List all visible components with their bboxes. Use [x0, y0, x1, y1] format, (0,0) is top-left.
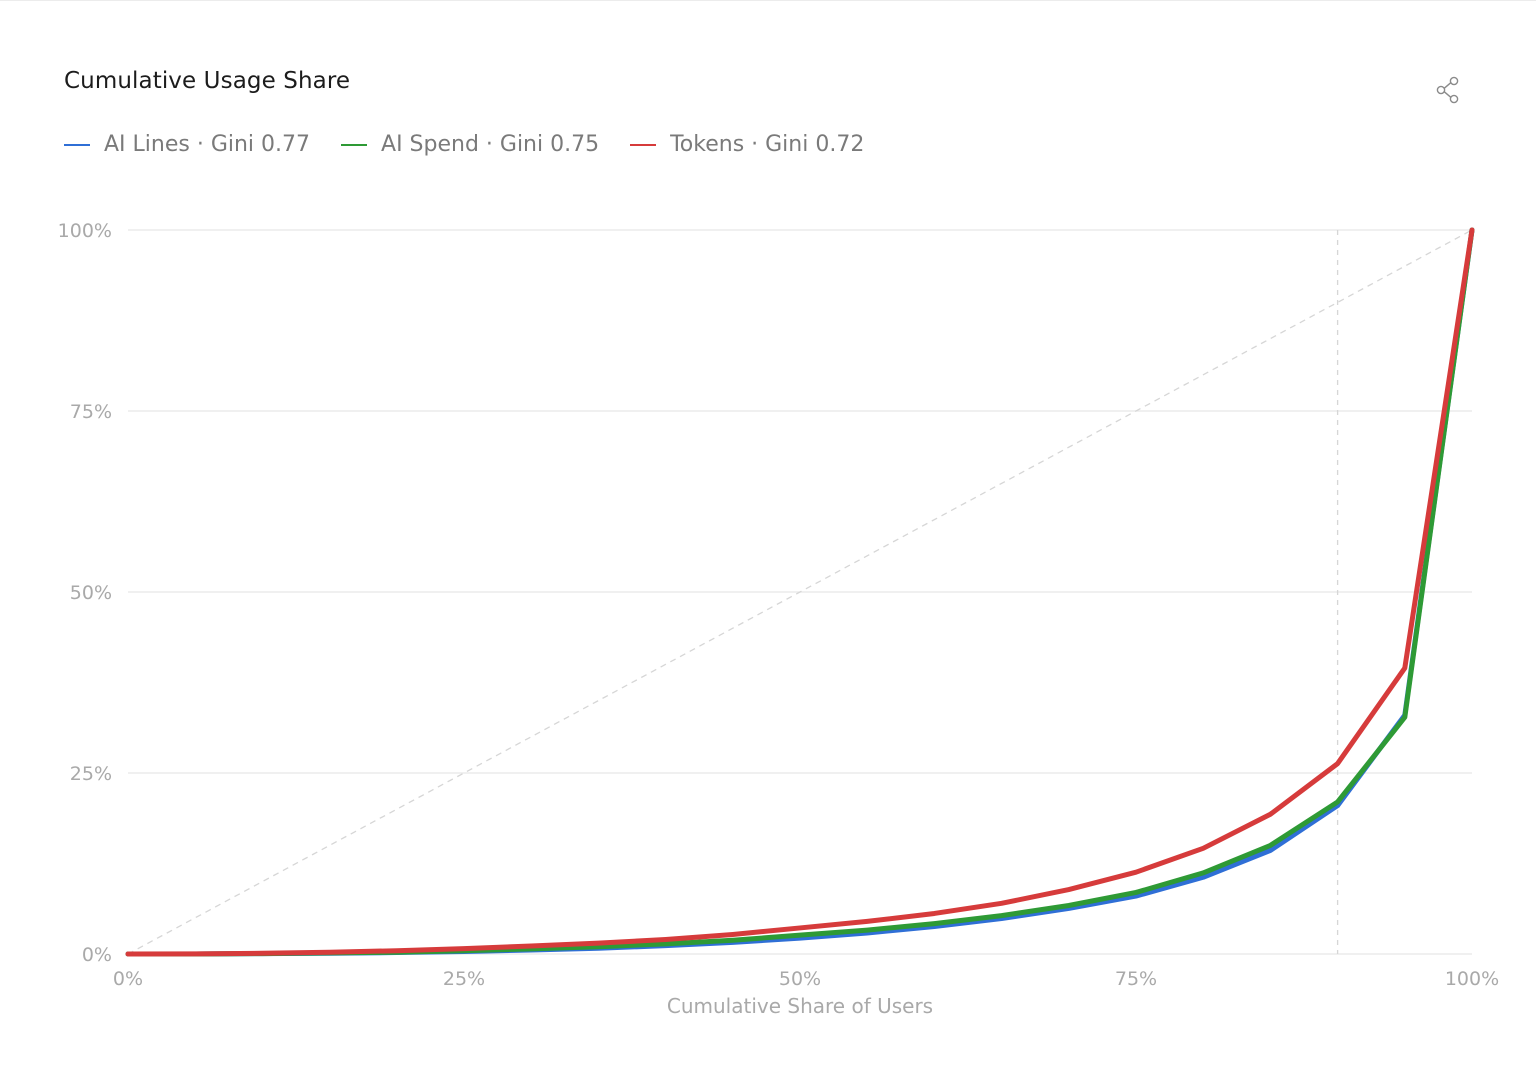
share-button[interactable] — [1433, 75, 1463, 105]
x-axis-title: Cumulative Share of Users — [667, 994, 933, 1018]
legend-label: AI Lines · Gini 0.77 — [104, 132, 311, 157]
share-icon — [1436, 76, 1459, 104]
x-tick-label: 75% — [1115, 968, 1157, 990]
x-tick-label: 25% — [443, 968, 485, 990]
y-tick-label: 25% — [70, 763, 112, 785]
y-tick-label: 100% — [58, 220, 112, 242]
y-tick-label: 0% — [82, 944, 112, 966]
y-tick-label: 50% — [70, 582, 112, 604]
legend-item-2[interactable]: AI Spend · Gini 0.75 — [341, 132, 599, 157]
series-line-3 — [125, 227, 1475, 957]
legend-item-1[interactable]: AI Lines · Gini 0.77 — [64, 132, 310, 157]
equality-line — [127, 229, 1473, 955]
chart-title: Cumulative Usage Share — [64, 68, 351, 94]
x-tick-label: 50% — [779, 968, 821, 990]
legend-swatch — [630, 143, 657, 146]
chart-legend: AI Lines · Gini 0.77 AI Spend · Gini 0.75… — [64, 132, 895, 157]
legend-label: Tokens · Gini 0.72 — [670, 132, 865, 157]
legend-swatch — [64, 143, 90, 146]
legend-label: AI Spend · Gini 0.75 — [381, 132, 600, 157]
legend-item-3[interactable]: Tokens · Gini 0.72 — [630, 132, 864, 157]
x-tick-label: 100% — [1445, 968, 1499, 990]
top-divider — [0, 0, 1536, 1]
y-tick-label: 75% — [70, 401, 112, 423]
legend-swatch — [341, 143, 368, 146]
x-tick-label: 0% — [113, 968, 143, 990]
